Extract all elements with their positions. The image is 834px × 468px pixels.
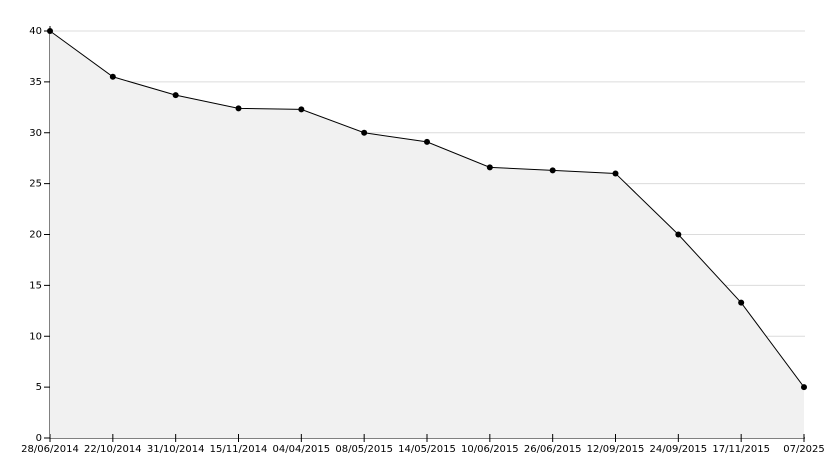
y-tick-label: 30 bbox=[29, 128, 42, 139]
y-tick-label: 40 bbox=[29, 26, 42, 37]
x-tick-label: 14/05/2015 bbox=[398, 444, 456, 455]
x-tick-label: 31/10/2014 bbox=[147, 444, 205, 455]
y-tick-label: 35 bbox=[29, 77, 42, 88]
marker bbox=[738, 299, 745, 306]
x-tick-label: 15/11/2014 bbox=[210, 444, 268, 455]
x-tick-label: 08/05/2015 bbox=[335, 444, 393, 455]
marker bbox=[361, 129, 368, 136]
y-tick-label: 20 bbox=[29, 230, 42, 241]
y-tick-label: 15 bbox=[29, 280, 42, 291]
x-tick-label: 26/06/2015 bbox=[524, 444, 582, 455]
x-tick-label: 17/11/2015 bbox=[712, 444, 770, 455]
x-tick-label: 04/04/2015 bbox=[273, 444, 331, 455]
marker bbox=[612, 170, 619, 177]
x-tick-label: 24/09/2015 bbox=[650, 444, 708, 455]
x-tick-label: 10/06/2015 bbox=[461, 444, 519, 455]
y-tick-label: 5 bbox=[36, 382, 42, 393]
area-fill bbox=[50, 31, 804, 438]
marker bbox=[298, 106, 305, 113]
marker bbox=[549, 167, 556, 174]
marker bbox=[109, 73, 116, 80]
marker bbox=[675, 231, 682, 238]
marker bbox=[47, 28, 53, 34]
x-tick-label: 22/10/2014 bbox=[84, 444, 142, 455]
marker bbox=[424, 138, 430, 145]
x-tick-label: 07/2025 bbox=[783, 444, 825, 455]
x-tick-label: 28/06/2014 bbox=[21, 444, 79, 455]
marker bbox=[801, 384, 807, 391]
x-tick-label: 12/09/2015 bbox=[587, 444, 645, 455]
y-tick-label: 0 bbox=[36, 433, 42, 444]
marker bbox=[172, 92, 179, 99]
y-tick-label: 10 bbox=[29, 331, 42, 342]
y-tick-label: 25 bbox=[29, 179, 42, 190]
marker bbox=[235, 105, 242, 112]
marker bbox=[486, 164, 493, 171]
